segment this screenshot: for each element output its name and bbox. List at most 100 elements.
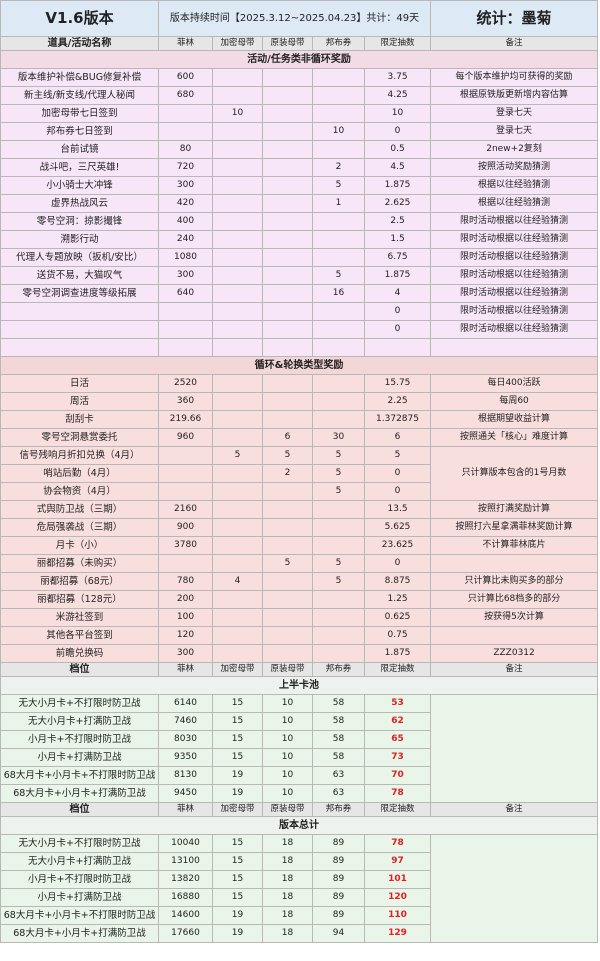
item-value: 9450 [158,784,213,803]
item-value: 1.5 [363,230,432,249]
item-name: 零号空洞悬赏委托 [0,428,159,447]
item-value: 5 [262,446,313,465]
table-body: V1.6版本 版本持续时间【2025.3.12~2025.04.23】共计：49… [0,0,599,943]
section-title: 上半卡池 [0,676,599,695]
item-row: 无大小月卡+打满防卫战 7460 15 10 58 62 [0,712,598,731]
item-value: 120 [158,626,213,645]
column-header: 原装母带 [262,36,313,51]
item-value [262,572,313,591]
item-value: 5 [262,554,313,573]
item-value [262,248,313,267]
item-value: 1.25 [363,590,432,609]
item-value: 8130 [158,766,213,785]
item-row: 无大小月卡+不打限时防卫战 6140 15 10 58 53 [0,694,599,803]
item-name: 版本维护补偿&BUG修复补偿 [0,68,159,87]
item-value [212,230,263,249]
item-name: 送货不易，大猫叹气 [0,266,159,285]
item-row: 新主线/新支线/代理人秘闻 680 4.25 根据原铁版更新增内容估算 [0,86,599,105]
column-header: 菲林 [158,36,213,51]
item-value: 89 [312,888,365,907]
item-value: 15 [212,748,263,767]
item-value: 6140 [158,694,213,713]
item-value: 1080 [158,248,213,267]
item-value: 18 [262,888,313,907]
item-row: 0 限时活动根据以往经验猜测 [0,320,599,339]
item-row: 零号空洞：掠影撮锋 400 2.5 限时活动根据以往经验猜测 [0,212,599,231]
item-value: 78 [363,784,432,803]
item-row: 68大月卡+小月卡+打满防卫战 17660 19 18 94 129 [0,924,598,943]
item-value: 10 [212,104,263,123]
item-value: 10 [363,104,432,123]
item-name: 米游社签到 [0,608,159,627]
item-row: 零号空洞悬赏委托 960 6 30 6 按照通关「核心」难度计算 [0,428,599,447]
item-value: 6 [262,428,313,447]
item-value: 1.875 [363,266,432,285]
item-value: 300 [158,644,213,663]
item-value: 15 [212,852,263,871]
duration: 版本持续时间【2025.3.12~2025.04.23】共计：49天 [157,0,432,37]
item-value: 18 [262,906,313,925]
item-value: 10 [262,748,313,767]
item-value: 0 [363,464,432,483]
item-value: 720 [158,158,213,177]
item-value: 14600 [158,906,213,925]
item-value: 5 [312,266,365,285]
item-value [262,320,313,339]
item-row: 周活 360 2.25 每周60 [0,392,599,411]
item-value [212,248,263,267]
item-value [312,590,365,609]
item-row: 丽都招募（68元） 780 4 5 8.875 只计算比未购买多的部分 [0,572,599,591]
item-name: 68大月卡+小月卡+打满防卫战 [0,784,159,803]
item-value [312,536,365,555]
item-name: 零号空洞：掠影撮锋 [0,212,159,231]
item-value [158,338,213,357]
item-note: 只计算比未购买多的部分 [430,572,599,591]
item-note: 登录七天 [430,122,599,141]
item-name: 丽都招募（128元） [0,590,159,609]
item-value: 65 [363,730,432,749]
item-value [262,644,313,663]
item-value [262,302,313,321]
item-row: 日活 2520 15.75 每日400活跃 [0,374,599,393]
item-row: 式舆防卫战（三期） 2160 13.5 按照打满奖励计算 [0,500,599,519]
item-name: 无大小月卡+不打限时防卫战 [0,834,159,853]
item-note: ZZZ0312 [430,644,599,663]
item-value: 5 [363,446,432,465]
item-note: 按照通关「核心」难度计算 [430,428,599,447]
item-value: 400 [158,212,213,231]
item-value [212,392,263,411]
section-title: 版本总计 [0,816,599,835]
item-row: 前瞻兑换码 300 1.875 ZZZ0312 [0,644,599,663]
item-value [158,482,213,501]
item-value: 15 [212,834,263,853]
item-value: 15 [212,730,263,749]
item-name: 溯影行动 [0,230,159,249]
item-name: 68大月卡+小月卡+打满防卫战 [0,924,159,943]
column-header: 道具/活动名称 [0,36,159,51]
item-value: 73 [363,748,432,767]
item-row: 版本维护补偿&BUG修复补偿 600 3.75 每个版本维护均可获得的奖励 [0,68,599,87]
item-value [262,266,313,285]
item-name: 小月卡+打满防卫战 [0,888,159,907]
item-note: 只计算版本包含的1号月数 [430,446,599,501]
item-note: 每周60 [430,392,599,411]
item-note: 限时活动根据以往经验猜测 [430,302,599,321]
item-value: 6 [363,428,432,447]
section-title: 循环&轮换类型奖励 [0,356,599,375]
item-value: 2.5 [363,212,432,231]
item-value: 360 [158,392,213,411]
item-name: 其他各平台签到 [0,626,159,645]
item-value [158,122,213,141]
item-name: 协会物资（4月） [0,482,159,501]
title-row: V1.6版本 版本持续时间【2025.3.12~2025.04.23】共计：49… [0,0,599,37]
item-value: 5 [212,446,263,465]
item-value: 13.5 [363,500,432,519]
item-value [212,518,263,537]
item-value: 900 [158,518,213,537]
item-value: 89 [312,852,365,871]
item-name: 哨站后勤（4月） [0,464,159,483]
item-note: 登录七天 [430,104,599,123]
item-value [262,374,313,393]
column-header: 备注 [430,662,599,677]
item-value: 17660 [158,924,213,943]
